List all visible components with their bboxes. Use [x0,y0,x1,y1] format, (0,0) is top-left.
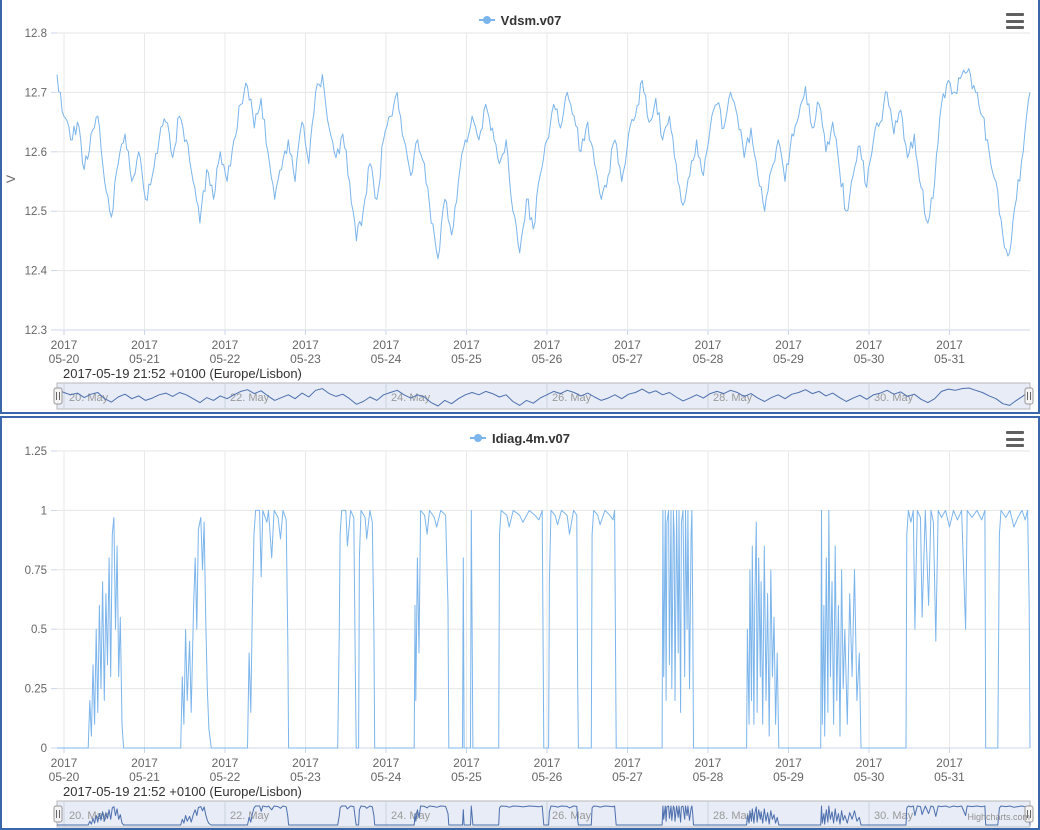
x-axis-label-year: 2017 [453,338,480,352]
x-axis-label-date: 05-31 [934,770,965,784]
x-axis-label-year: 2017 [856,338,883,352]
y-axis-label: 12.6 [25,147,47,159]
legend-item-idiag[interactable]: Idiag.4m.v07 [2,429,1038,447]
x-axis-label-year: 2017 [51,338,78,352]
y-axis-label: 1 [41,505,47,517]
x-axis-label-year: 2017 [614,756,641,770]
y-axis-label: 12.5 [25,206,47,218]
vdsm-plot-area[interactable]: 12.312.412.512.612.712.8201705-20201705-… [2,0,1038,412]
x-axis-label-date: 05-29 [773,352,804,366]
x-axis-label-year: 2017 [856,756,883,770]
x-axis-label-year: 2017 [51,756,78,770]
x-axis-label-date: 05-29 [773,770,804,784]
x-axis-label-year: 2017 [131,338,158,352]
x-axis-label-date: 05-20 [49,770,80,784]
x-axis-label-year: 2017 [695,338,722,352]
x-axis-label-date: 05-28 [693,770,724,784]
navigator-axis-label: 28. May [713,810,753,822]
x-axis-label-year: 2017 [373,338,400,352]
navigator-series-line [57,805,1031,826]
idiag-chart-panel: 0 0.25 0.5 0.75 1 1.25 2017 05-20 2017 05-21 2017 0… [0,416,1040,830]
y-axis-label: 12.7 [25,87,47,99]
x-axis-label-date: 05-20 [49,352,80,366]
x-axis-label-date: 05-23 [290,770,321,784]
x-axis-label-date: 05-24 [371,770,402,784]
range-start-timestamp: 2017-05-19 21:52 +0100 (Europe/Lisbon) [63,366,302,381]
y-axis-label: 0 [41,743,47,755]
y-axis-label: 0.5 [31,624,47,636]
series-line [57,509,1031,749]
y-axis-label: 0.25 [25,684,47,696]
navigator-series-line [56,387,1031,407]
navigator-axis-label: 24. May [391,810,431,822]
x-axis-label-year: 2017 [292,338,319,352]
hamburger-menu-icon[interactable] [1006,13,1026,29]
x-axis-label-date: 05-30 [854,352,885,366]
navigator-handle-left[interactable] [53,805,63,823]
x-axis-label-year: 2017 [936,756,963,770]
y-axis-label: 1.25 [25,446,47,458]
x-axis-label-year: 2017 [775,338,802,352]
x-axis-label-date: 05-28 [693,352,724,366]
navigator-axis-label: 20. May [69,392,109,404]
vdsm-chart-panel: 12.3 12.4 12.5 12.6 12.7 12.8 2017 05-20 2017 05-… [0,0,1040,414]
navigator-axis-label: 30. May [874,392,914,404]
navigator-axis-label: 26. May [552,810,592,822]
x-axis-label-year: 2017 [212,338,239,352]
navigator-axis-label: 22. May [230,392,270,404]
x-axis-label-year: 2017 [292,756,319,770]
line-dot-marker-icon [478,16,495,24]
x-axis-label-date: 05-26 [532,770,563,784]
x-axis-label-year: 2017 [212,756,239,770]
x-axis-label-date: 05-25 [451,352,482,366]
x-axis-label-year: 2017 [936,338,963,352]
legend-item-vdsm[interactable]: Vdsm.v07 [2,11,1038,29]
navigator-handle-right[interactable] [1024,805,1034,823]
x-axis-label-date: 05-21 [129,352,160,366]
x-axis-label-date: 05-24 [371,352,402,366]
x-axis-label-date: 05-22 [210,770,241,784]
navigator-handle-left[interactable] [53,387,63,405]
y-axis-label: 12.8 [25,28,47,40]
navigator-axis-label: 26. May [552,392,592,404]
y-axis-label: 12.4 [25,266,48,278]
navigator-axis-label: 28. May [713,392,753,404]
hamburger-menu-icon[interactable] [1006,431,1026,447]
line-dot-marker-icon [469,434,486,442]
navigator-handle-right[interactable] [1024,387,1034,405]
chart-title: Idiag.4m.v07 [491,430,571,446]
x-axis-label-date: 05-26 [532,352,563,366]
x-axis-label-year: 2017 [131,756,158,770]
x-axis-label-date: 05-27 [612,770,643,784]
y-axis-title: V [4,175,18,184]
highcharts-credit-link[interactable]: Highcharts.com [967,812,1030,822]
range-start-timestamp: 2017-05-19 21:52 +0100 (Europe/Lisbon) [63,784,302,799]
x-axis-label-year: 2017 [614,338,641,352]
series-line [56,68,1031,260]
x-axis-label-date: 05-23 [290,352,321,366]
x-axis-label-date: 05-22 [210,352,241,366]
y-axis-label: 0.75 [25,565,47,577]
idiag-plot-area[interactable]: 00.250.50.7511.25201705-20201705-2120170… [2,418,1038,828]
x-axis-label-date: 05-27 [612,352,643,366]
navigator-axis-label: 30. May [874,810,914,822]
x-axis-label-date: 05-21 [129,770,160,784]
navigator-axis-label: 22. May [230,810,270,822]
x-axis-label-year: 2017 [775,756,802,770]
x-axis-label-year: 2017 [373,756,400,770]
x-axis-label-year: 2017 [534,756,561,770]
x-axis-label-date: 05-25 [451,770,482,784]
x-axis-label-year: 2017 [695,756,722,770]
chart-title: Vdsm.v07 [500,12,562,28]
x-axis-label-year: 2017 [453,756,480,770]
x-axis-label-date: 05-31 [934,352,965,366]
y-axis-label: 12.3 [25,325,47,337]
x-axis-label-year: 2017 [534,338,561,352]
x-axis-label-date: 05-30 [854,770,885,784]
